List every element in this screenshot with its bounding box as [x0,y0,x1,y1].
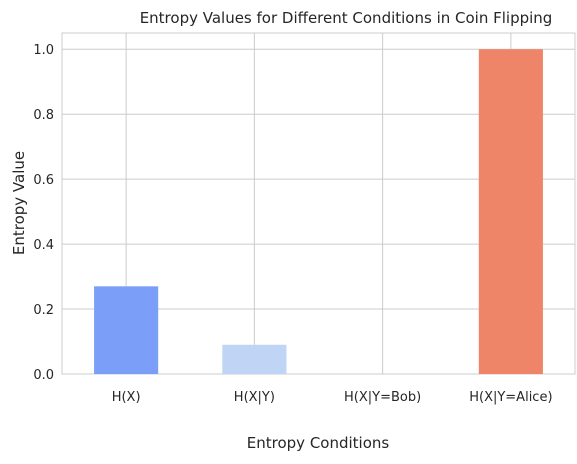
y-tick-label: 0.0 [33,368,54,383]
x-tick-label: H(X|Y) [234,390,275,405]
y-tick-label: 0.2 [33,303,54,318]
y-axis-label: Entropy Value [10,151,28,255]
x-axis-label: Entropy Conditions [247,434,390,452]
bar-0 [94,286,159,374]
chart-title: Entropy Values for Different Conditions … [140,9,553,27]
y-tick-label: 0.4 [33,238,54,253]
y-tick-label: 0.8 [33,108,54,123]
bars [94,49,543,374]
x-tick-labels: H(X) H(X|Y) H(X|Y=Bob) H(X|Y=Alice) [112,390,553,405]
y-tick-label: 0.6 [33,173,54,188]
x-tick-label: H(X|Y=Bob) [344,390,421,405]
x-tick-label: H(X) [112,390,141,405]
y-tick-label: 1.0 [33,43,54,58]
x-tick-label: H(X|Y=Alice) [469,390,552,405]
bar-3 [478,49,543,374]
y-tick-labels: 0.0 0.2 0.4 0.6 0.8 1.0 [33,43,54,383]
bar-1 [222,344,287,374]
